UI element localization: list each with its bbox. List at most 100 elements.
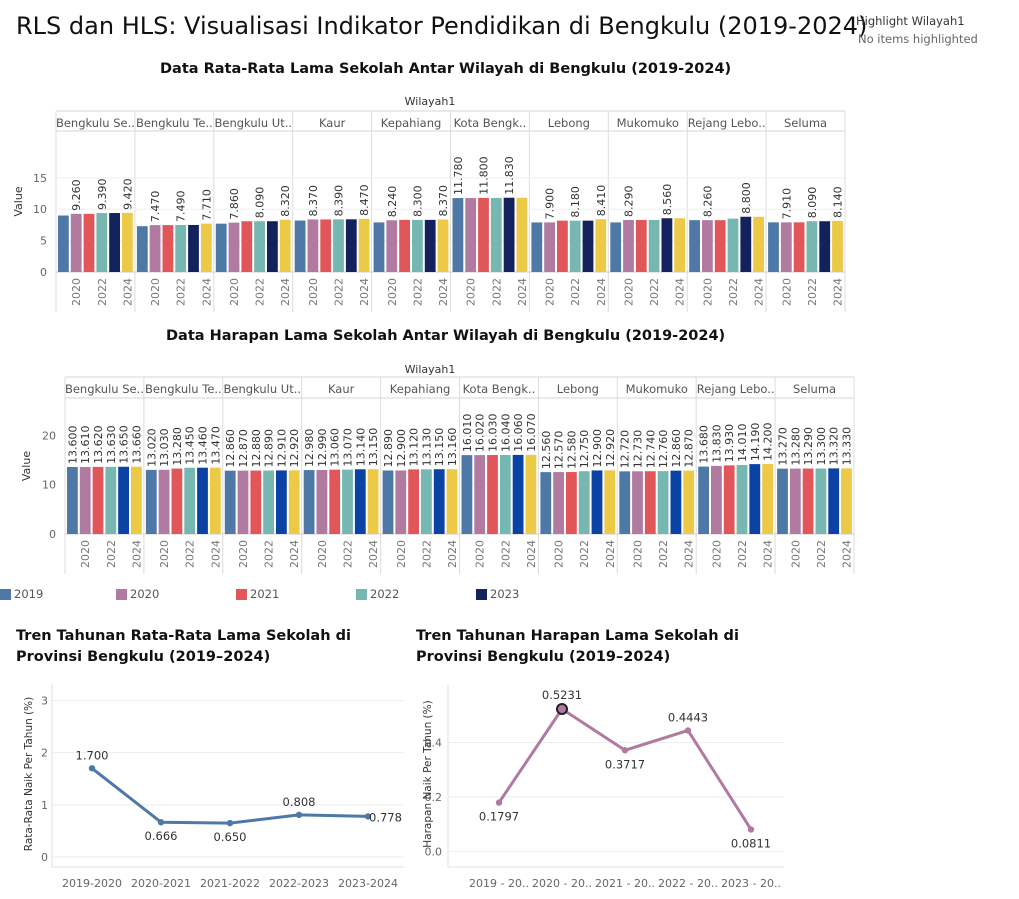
bar-rls-2019	[768, 222, 779, 272]
bar-hls-2019	[540, 472, 552, 534]
bar-value-label: 13.160	[446, 428, 459, 467]
bar-value-label: 13.460	[197, 426, 210, 465]
bar-rls-2020	[544, 222, 555, 272]
bar-hls-2024	[762, 464, 773, 534]
y-tick-label: 0	[49, 528, 56, 541]
bar-hls-2020	[316, 470, 328, 534]
legend-label: 2022	[370, 587, 400, 601]
y-tick-label: 1	[41, 799, 48, 812]
x-tick-label: 2022 - 20..	[658, 877, 718, 890]
rls-trend-title: Tren Tahunan Rata-Rata Lama Sekolah di P…	[16, 628, 351, 665]
bar-value-label: 8.090	[806, 187, 819, 219]
y-tick-label: 0	[41, 851, 48, 864]
region-header: Rejang Lebo..	[697, 382, 775, 396]
data-point	[295, 811, 303, 819]
bar-value-label: 13.280	[171, 427, 184, 466]
x-tick-label: 2022	[96, 278, 109, 306]
bar-rls-2023	[503, 197, 515, 272]
y-tick-label: 0.0	[425, 846, 443, 859]
bar-value-label: 9.260	[70, 179, 83, 211]
x-tick-label: 2022	[806, 278, 819, 306]
trend-line-rls	[91, 767, 369, 825]
bar-hls-2020	[79, 466, 91, 534]
bar-hls-2021	[487, 455, 498, 534]
bar-rls-2021	[635, 219, 647, 272]
bar-hls-2020	[632, 471, 643, 534]
x-tick-label: 2020 - 20..	[532, 877, 592, 890]
bar-rls-2021	[241, 221, 253, 272]
x-tick-label: 2024	[367, 540, 380, 568]
highlight-value[interactable]: No items highlighted	[858, 32, 978, 46]
bar-hls-2023	[354, 469, 366, 534]
data-label: 0.0811	[731, 836, 771, 850]
bar-rls-2024	[122, 212, 133, 272]
bar-value-label: 12.870	[683, 429, 696, 468]
x-tick-label: 2020	[553, 540, 566, 568]
x-tick-label: 2020	[701, 278, 714, 306]
y-tick-label: 0.2	[425, 791, 443, 804]
bar-rls-2022	[175, 224, 187, 272]
bar-hls-2021	[171, 468, 183, 534]
data-point	[495, 799, 503, 806]
bar-value-label: 13.150	[433, 428, 446, 467]
bar-rls-2020	[70, 213, 82, 272]
x-tick-label: 2020	[710, 540, 723, 568]
x-tick-label: 2022	[333, 278, 346, 306]
bar-hls-2023	[118, 466, 129, 534]
bar-value-label: 13.930	[723, 424, 736, 463]
bar-value-label: 13.300	[815, 427, 828, 466]
bar-value-label: 11.780	[452, 157, 465, 196]
bar-value-label: 12.920	[288, 429, 301, 468]
y-axis-label: Rata-Rata Naik Per Tahun (%)	[23, 697, 35, 852]
bar-value-label: 12.860	[224, 429, 237, 468]
bar-value-label: 13.280	[789, 427, 802, 466]
bar-hls-2020	[789, 468, 801, 534]
x-tick-label: 2020	[789, 540, 802, 568]
bar-value-label: 8.290	[623, 185, 636, 217]
x-tick-label: 2020	[632, 540, 645, 568]
bar-hls-2020	[237, 470, 249, 534]
bar-value-label: 7.900	[544, 188, 557, 220]
bar-rls-2023	[582, 220, 594, 272]
x-tick-label: 2022	[411, 278, 424, 306]
data-point-highlighted	[556, 703, 568, 716]
bar-value-label: 13.290	[802, 427, 815, 466]
rls-bar-chart-title: Data Rata-Rata Lama Sekolah Antar Wilaya…	[160, 61, 732, 77]
rls-trend-chart: 0 1 2 3 Rata-Rata Naik Per Tahun (%) 1.700 201…	[23, 684, 404, 890]
bar-value-label: 13.020	[145, 428, 158, 467]
bar-hls-2022	[421, 469, 432, 534]
bar-value-label: 13.610	[79, 425, 92, 464]
bar-rls-2022	[333, 219, 344, 272]
bar-rls-2021	[320, 219, 332, 272]
bar-hls-2022	[105, 466, 117, 534]
bar-rls-2023	[740, 216, 752, 272]
data-label: 0.808	[283, 795, 316, 809]
y-tick-label: 0.4	[425, 737, 443, 750]
region-header: Kaur	[319, 116, 346, 130]
y-tick-label: 15	[33, 172, 47, 185]
highlight-control[interactable]: Highlight Wilayah1 No items highlighted	[856, 14, 1016, 46]
bar-rls-2019	[294, 220, 306, 272]
region-header: Lebong	[548, 116, 590, 130]
x-tick-label: 2024	[200, 278, 213, 306]
data-point	[88, 765, 96, 772]
bar-rls-2022	[727, 218, 739, 272]
bar-value-label: 14.190	[749, 423, 762, 462]
bar-hls-2022	[342, 469, 353, 534]
bar-value-label: 12.990	[316, 429, 329, 468]
x-tick-label: 2022	[569, 278, 582, 306]
bar-rls-2019	[58, 215, 69, 272]
bar-hls-2023	[512, 454, 524, 534]
bar-rls-2020	[149, 225, 161, 272]
bar-value-label: 11.830	[503, 156, 516, 195]
x-tick-label: 2022	[490, 278, 503, 306]
bar-rls-2019	[373, 222, 385, 272]
region-header: Lebong	[557, 382, 599, 396]
region-header: Mukomuko	[617, 116, 679, 130]
bar-hls-2021	[802, 468, 814, 534]
data-point	[364, 813, 372, 820]
x-tick-label: 2024	[279, 278, 292, 306]
bar-value-label: 16.040	[499, 413, 512, 452]
bar-value-label: 7.470	[149, 191, 162, 223]
